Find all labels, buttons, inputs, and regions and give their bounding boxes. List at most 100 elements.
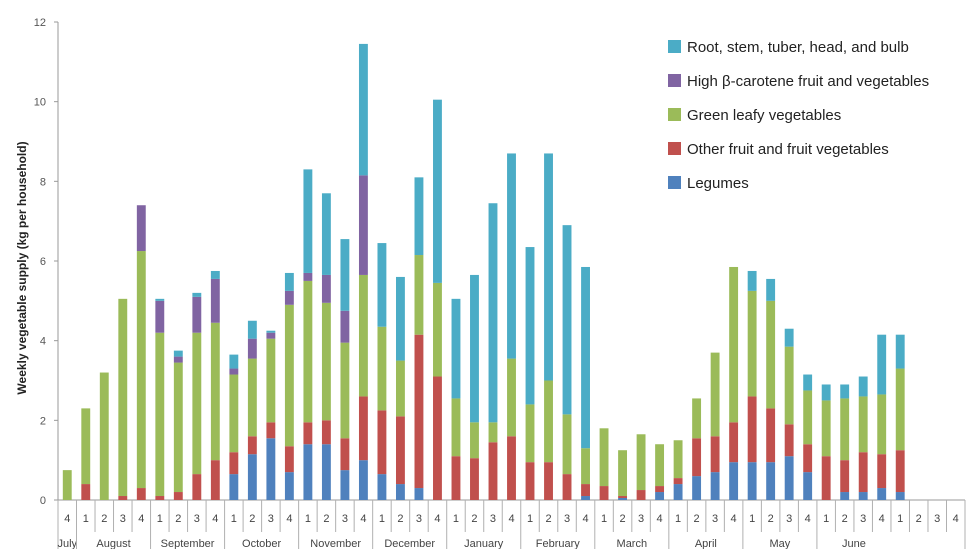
week-label: 3: [638, 513, 644, 525]
legend-label: Other fruit and fruit vegetables: [687, 141, 889, 158]
week-label: 2: [916, 513, 922, 525]
bar-segment-series-0: [266, 438, 276, 500]
month-label: March: [617, 538, 648, 549]
bar-segment-series-2: [266, 338, 276, 423]
bar-segment-series-1: [229, 452, 239, 475]
bar-segment-series-4: [433, 99, 442, 283]
bar-segment-series-2: [599, 428, 609, 487]
bar-segment-series-1: [618, 496, 628, 499]
bar-segment-series-1: [247, 436, 257, 455]
bar-segment-series-2: [414, 255, 424, 335]
bar-segment-series-0: [340, 470, 350, 500]
bar-segment-series-3: [229, 368, 239, 375]
bar-segment-series-2: [62, 470, 72, 500]
bar-segment-series-2: [358, 274, 368, 397]
week-label: 1: [157, 513, 163, 525]
bar-segment-series-4: [784, 328, 794, 347]
bar-segment-series-2: [247, 358, 257, 437]
bar-segment-series-0: [229, 474, 239, 500]
bar-segment-series-0: [784, 456, 794, 500]
bar-segment-series-4: [525, 247, 535, 405]
month-label: November: [310, 538, 361, 549]
week-label: 4: [805, 513, 811, 525]
bar-segment-series-0: [358, 460, 368, 500]
week-label: 1: [379, 513, 385, 525]
bar-segment-series-2: [118, 298, 128, 497]
week-label: 4: [434, 513, 440, 525]
bar-segment-series-4: [507, 153, 516, 359]
week-label: 2: [619, 513, 625, 525]
bar-segment-series-3: [210, 278, 220, 323]
week-label: 2: [545, 513, 551, 525]
bar-segment-series-2: [451, 398, 461, 457]
month-label: July: [57, 538, 77, 549]
legend-swatch: [668, 74, 681, 87]
month-label: September: [161, 538, 215, 549]
bar-segment-series-4: [766, 278, 776, 301]
bar-segment-series-4: [414, 177, 424, 256]
week-label: 3: [416, 513, 422, 525]
bar-segment-series-4: [229, 354, 239, 369]
bar-segment-series-1: [710, 436, 720, 473]
bar-segment-series-1: [692, 438, 702, 477]
bar-segment-series-0: [303, 444, 313, 500]
bar-segment-series-4: [877, 334, 887, 395]
bar-segment-series-2: [821, 400, 831, 457]
bar-segment-series-4: [562, 225, 572, 415]
legend-label: Legumes: [687, 175, 749, 192]
bar-segment-series-1: [377, 410, 387, 475]
bar-segment-series-1: [210, 460, 220, 500]
bar-segment-series-2: [784, 346, 794, 425]
bar-segment-series-1: [451, 456, 461, 500]
week-label: 1: [749, 513, 755, 525]
y-tick-label: 8: [40, 176, 46, 188]
bar-segment-series-2: [840, 398, 850, 461]
bar-segment-series-2: [544, 380, 553, 463]
month-label: December: [384, 538, 435, 549]
bar-segment-series-2: [858, 396, 868, 453]
bar-segment-series-1: [581, 484, 590, 497]
bar-segment-series-1: [340, 438, 350, 471]
week-label: 3: [564, 513, 570, 525]
bar-segment-series-1: [599, 486, 609, 500]
bar-segment-series-1: [358, 396, 368, 461]
bar-segment-series-2: [581, 448, 590, 485]
y-tick-label: 2: [40, 415, 46, 427]
bar-segment-series-0: [618, 498, 628, 500]
bar-segment-series-0: [877, 488, 887, 500]
bar-segment-series-2: [673, 440, 683, 479]
bars: [62, 43, 905, 500]
bar-segment-series-2: [655, 444, 665, 487]
bar-segment-series-1: [321, 420, 331, 445]
bar-segment-series-2: [81, 408, 91, 485]
week-label: 2: [842, 513, 848, 525]
bar-segment-series-3: [321, 274, 331, 303]
bar-segment-series-0: [395, 484, 405, 500]
week-label: 4: [64, 513, 70, 525]
bar-segment-series-4: [358, 43, 368, 176]
bar-segment-series-4: [895, 334, 905, 369]
y-tick-label: 4: [40, 336, 46, 348]
bar-segment-series-0: [803, 472, 813, 500]
bar-segment-series-2: [210, 322, 220, 461]
bar-segment-series-0: [581, 496, 590, 500]
month-label: October: [242, 538, 281, 549]
week-label: 1: [897, 513, 903, 525]
bar-segment-series-4: [544, 153, 553, 381]
bar-segment-series-3: [155, 300, 165, 333]
week-label: 4: [657, 513, 663, 525]
bar-segment-series-2: [618, 450, 628, 497]
month-label: January: [464, 538, 504, 549]
bar-segment-series-4: [451, 298, 461, 399]
week-label: 2: [249, 513, 255, 525]
week-label: 3: [860, 513, 866, 525]
month-label: August: [96, 538, 130, 549]
bar-segment-series-1: [507, 436, 516, 500]
bar-segment-series-0: [747, 462, 757, 500]
week-label: 3: [712, 513, 718, 525]
bar-segment-series-2: [377, 326, 387, 411]
bar-segment-series-0: [710, 472, 720, 500]
bar-segment-series-2: [303, 280, 313, 423]
week-label: 4: [508, 513, 514, 525]
